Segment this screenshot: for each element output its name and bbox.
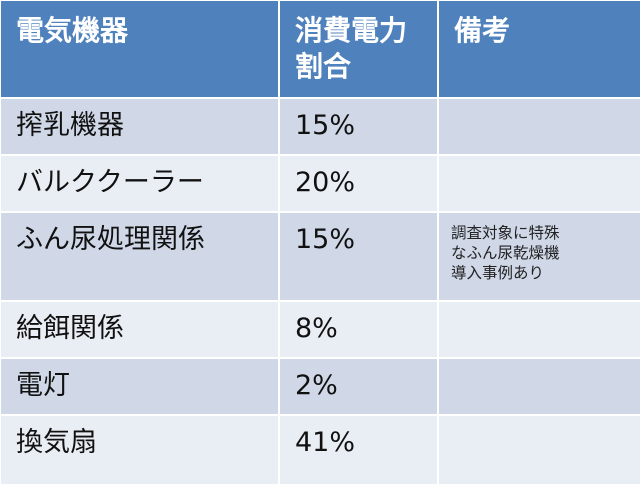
table-row-share: 8% — [280, 302, 437, 357]
table-row-device: 換気扇 — [1, 416, 278, 484]
header-power-share: 消費電力 割合 — [280, 1, 437, 97]
header-note: 備考 — [439, 1, 640, 97]
table-row-note — [439, 416, 640, 484]
table-row-device: 搾乳機器 — [1, 99, 278, 154]
table-row-device: 電灯 — [1, 359, 278, 414]
table-row-note — [439, 99, 640, 154]
table-row-share: 41% — [280, 416, 437, 484]
table-row-device: 給餌関係 — [1, 302, 278, 357]
header-device: 電気機器 — [1, 1, 278, 97]
table-row-share: 20% — [280, 156, 437, 211]
table-row-device: バルククーラー — [1, 156, 278, 211]
table-row-note — [439, 302, 640, 357]
table-row-note — [439, 156, 640, 211]
table-row-share: 2% — [280, 359, 437, 414]
table-row-device: ふん尿処理関係 — [1, 213, 278, 300]
table-row-note: 調査対象に特殊 なふん尿乾燥機 導入事例あり — [439, 213, 640, 300]
table-row-share: 15% — [280, 213, 437, 300]
table-row-share: 15% — [280, 99, 437, 154]
table-row-note — [439, 359, 640, 414]
